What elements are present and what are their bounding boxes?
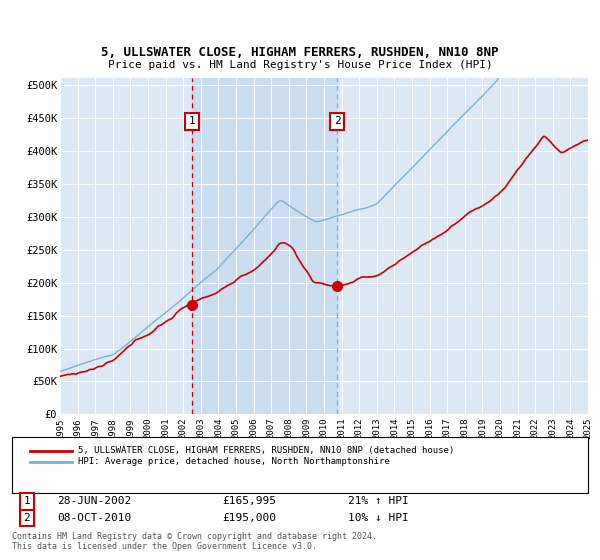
Text: 10% ↓ HPI: 10% ↓ HPI <box>348 513 409 523</box>
Text: 5, ULLSWATER CLOSE, HIGHAM FERRERS, RUSHDEN, NN10 8NP (detached house): 5, ULLSWATER CLOSE, HIGHAM FERRERS, RUSH… <box>78 446 454 455</box>
Text: 2: 2 <box>334 116 341 126</box>
Text: 2: 2 <box>23 513 31 523</box>
Text: Price paid vs. HM Land Registry's House Price Index (HPI): Price paid vs. HM Land Registry's House … <box>107 60 493 70</box>
Text: 28-JUN-2002: 28-JUN-2002 <box>57 496 131 506</box>
Text: Contains HM Land Registry data © Crown copyright and database right 2024.: Contains HM Land Registry data © Crown c… <box>12 532 377 541</box>
Text: HPI: Average price, detached house, North Northamptonshire: HPI: Average price, detached house, Nort… <box>78 458 390 466</box>
Text: 1: 1 <box>23 496 31 506</box>
Text: This data is licensed under the Open Government Licence v3.0.: This data is licensed under the Open Gov… <box>12 542 317 551</box>
Text: £165,995: £165,995 <box>222 496 276 506</box>
Bar <box>192 78 337 414</box>
Text: 08-OCT-2010: 08-OCT-2010 <box>57 513 131 523</box>
Text: 5, ULLSWATER CLOSE, HIGHAM FERRERS, RUSHDEN, NN10 8NP: 5, ULLSWATER CLOSE, HIGHAM FERRERS, RUSH… <box>101 46 499 59</box>
Text: 1: 1 <box>188 116 196 126</box>
Text: £195,000: £195,000 <box>222 513 276 523</box>
Text: 21% ↑ HPI: 21% ↑ HPI <box>348 496 409 506</box>
